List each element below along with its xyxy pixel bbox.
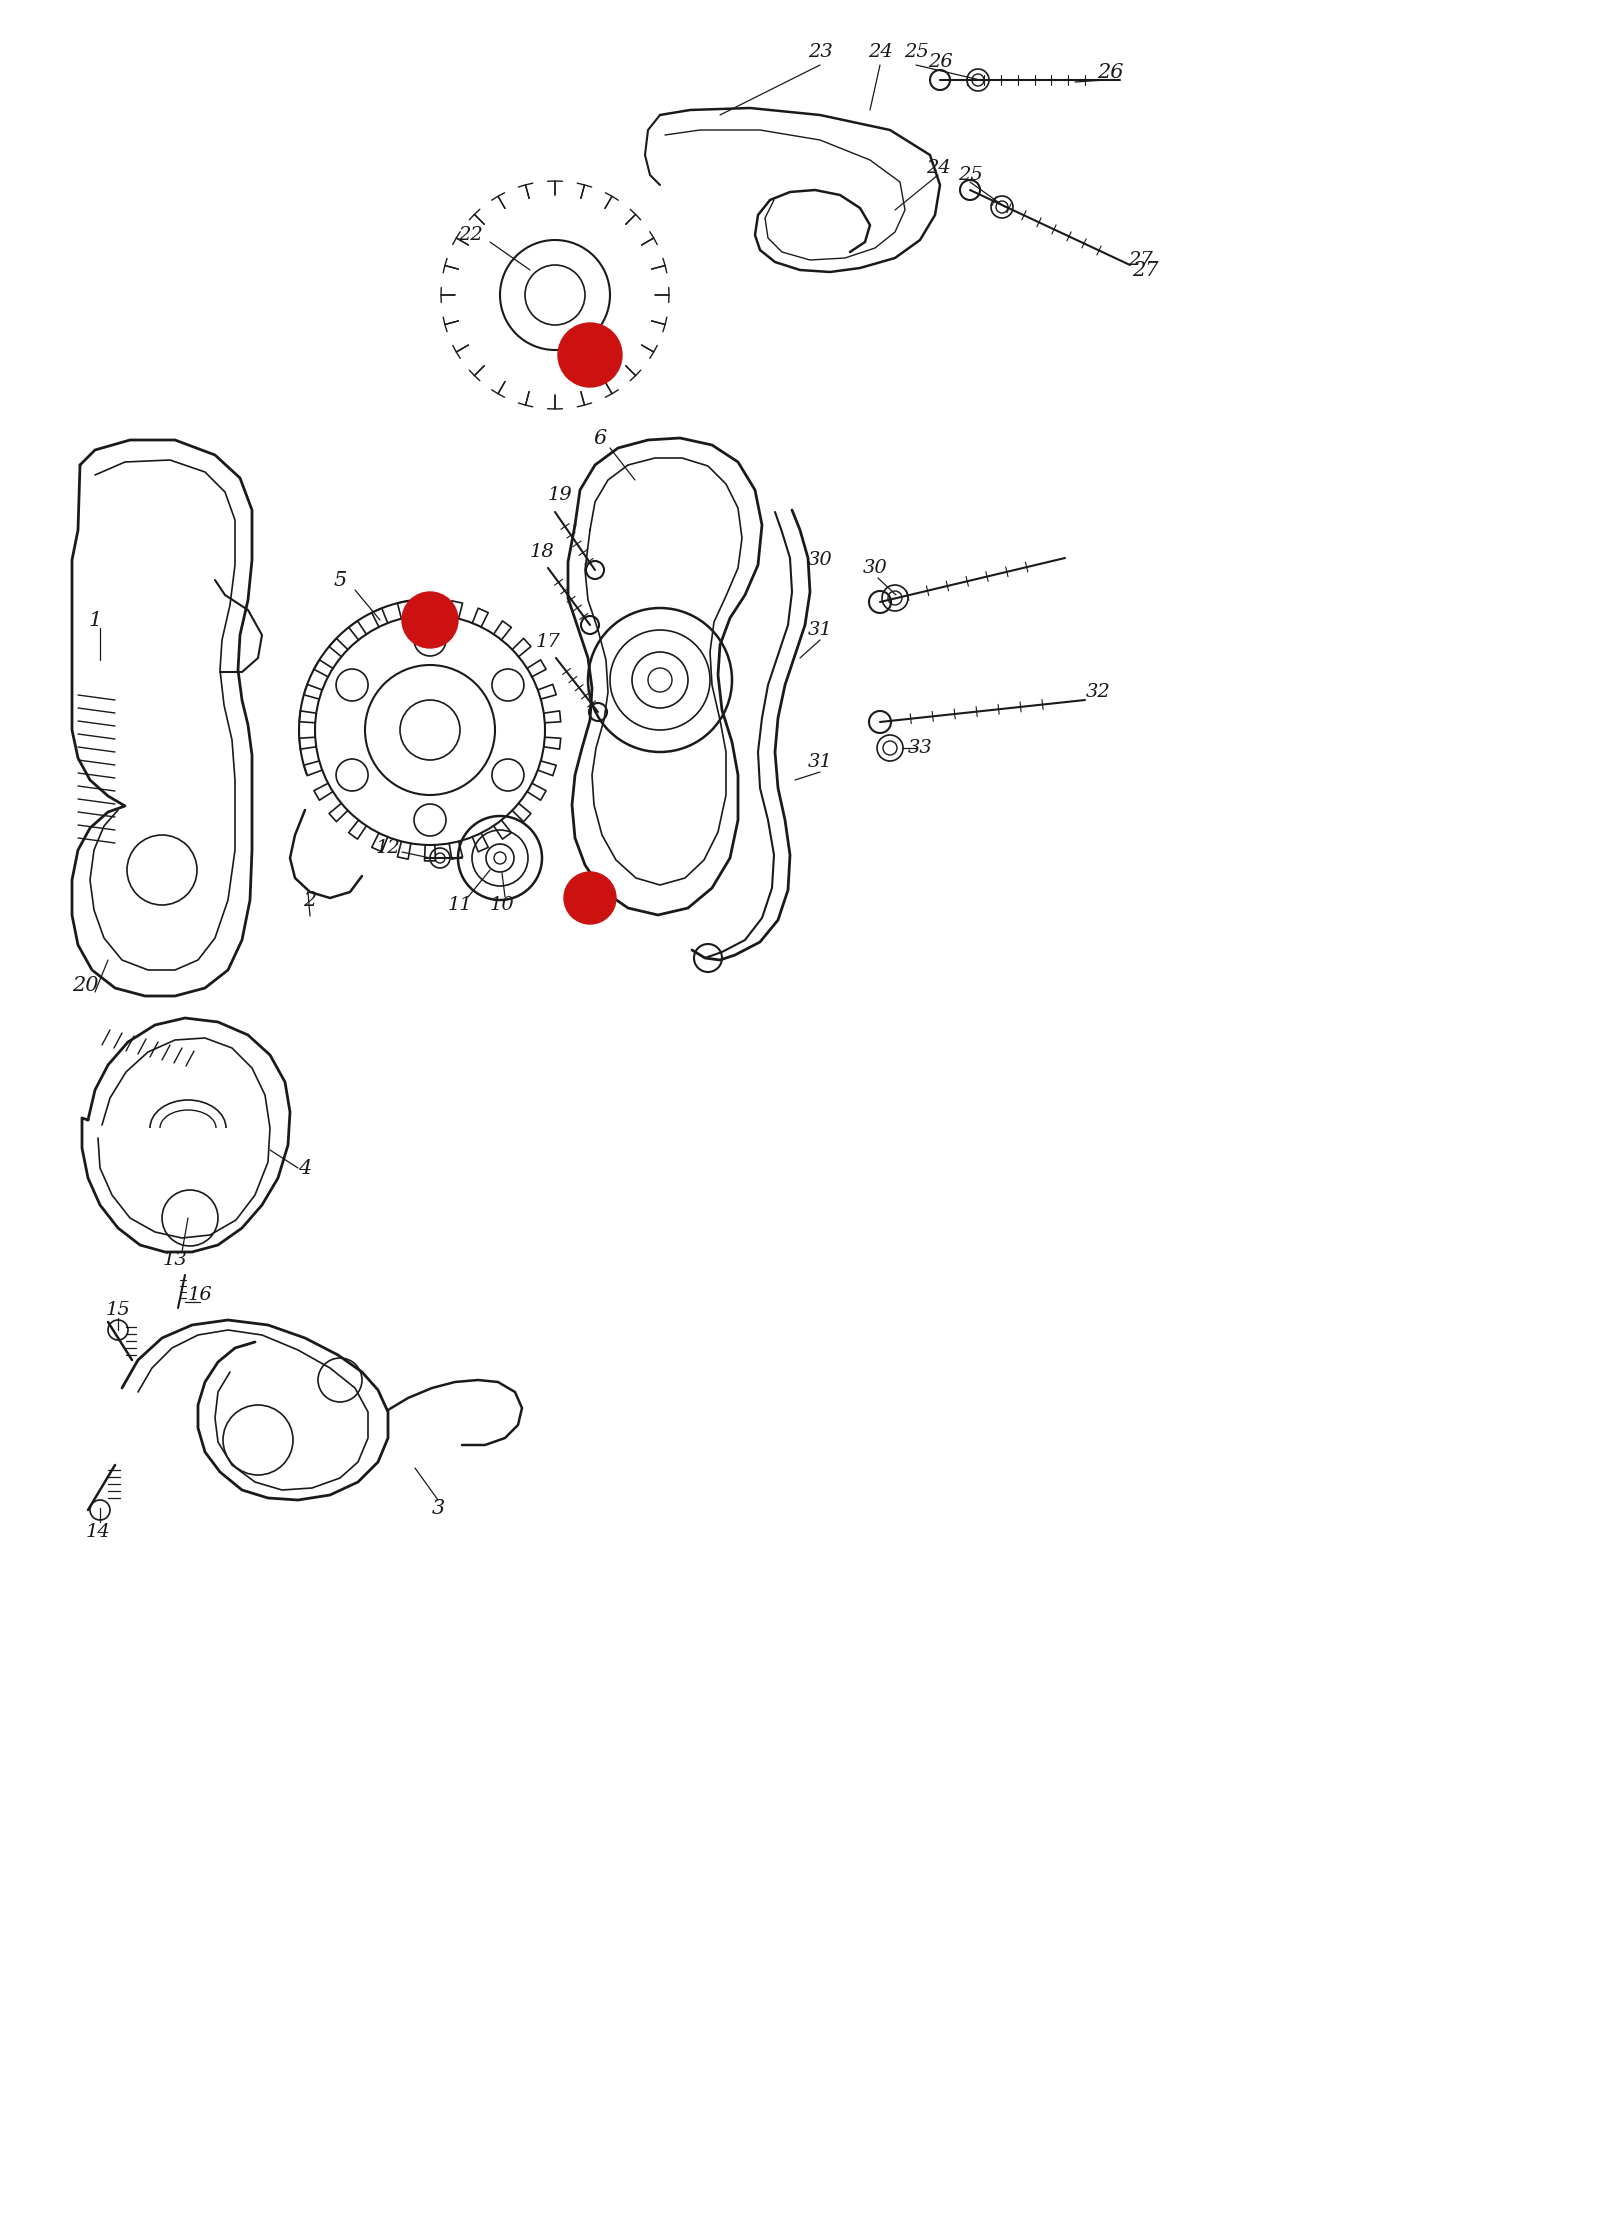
Text: 14: 14 xyxy=(86,1524,110,1542)
Text: 13: 13 xyxy=(163,1250,187,1270)
Text: 11: 11 xyxy=(448,896,472,913)
Text: 17: 17 xyxy=(536,633,560,651)
Text: 24: 24 xyxy=(867,42,893,60)
Text: 23: 23 xyxy=(808,42,832,60)
Text: 27: 27 xyxy=(1131,261,1158,278)
Circle shape xyxy=(402,593,458,648)
Text: 22: 22 xyxy=(458,225,482,245)
Text: 5: 5 xyxy=(333,570,347,590)
Circle shape xyxy=(558,323,622,388)
Text: 10: 10 xyxy=(490,896,514,913)
Text: 1: 1 xyxy=(88,610,102,631)
Text: 15: 15 xyxy=(106,1301,130,1319)
Circle shape xyxy=(565,871,616,925)
Text: 24: 24 xyxy=(926,158,950,176)
Text: 31: 31 xyxy=(808,753,832,771)
Text: 12: 12 xyxy=(376,840,400,858)
Text: 31: 31 xyxy=(808,622,832,639)
Text: 25: 25 xyxy=(904,42,928,60)
Text: 26: 26 xyxy=(1096,62,1123,82)
Text: 30: 30 xyxy=(808,550,832,568)
Text: 16: 16 xyxy=(187,1286,213,1303)
Text: 27: 27 xyxy=(1128,252,1152,270)
Text: 4: 4 xyxy=(298,1159,312,1179)
Text: 3: 3 xyxy=(432,1499,445,1517)
Text: 26: 26 xyxy=(928,53,952,71)
Text: 6: 6 xyxy=(594,428,606,448)
Text: 2: 2 xyxy=(304,891,317,909)
Text: 19: 19 xyxy=(547,486,573,504)
Text: 32: 32 xyxy=(1086,684,1110,702)
Text: 20: 20 xyxy=(72,976,98,994)
Text: 33: 33 xyxy=(907,740,933,758)
Text: 25: 25 xyxy=(958,167,982,185)
Text: 30: 30 xyxy=(862,559,888,577)
Text: 18: 18 xyxy=(530,544,554,561)
